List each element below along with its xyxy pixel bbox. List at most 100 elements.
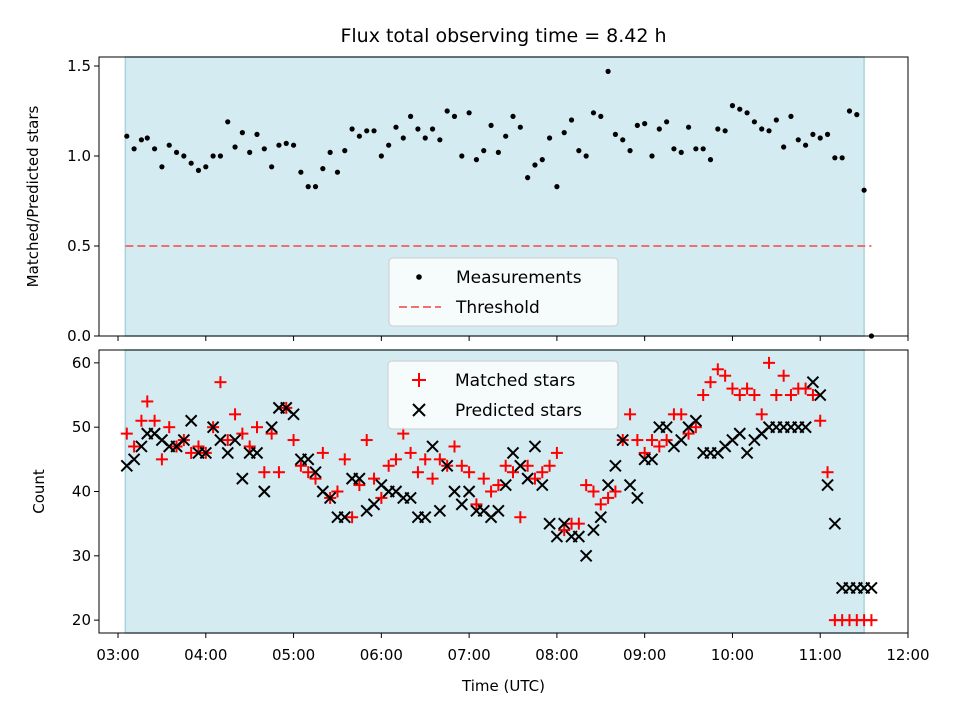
x-tick-label: 05:00 bbox=[272, 646, 315, 664]
matched-star-point bbox=[426, 472, 439, 485]
matched-star-point bbox=[806, 389, 819, 402]
matched-star-point bbox=[287, 434, 300, 447]
matched-star-point bbox=[653, 440, 666, 453]
legend-measurements-label: Measurements bbox=[456, 268, 582, 288]
matched-star-point bbox=[492, 479, 505, 492]
measurement-point bbox=[693, 146, 699, 152]
measurement-point bbox=[356, 133, 363, 139]
predicted-star-point bbox=[616, 433, 629, 447]
x-tick-label: 04:00 bbox=[184, 646, 227, 664]
predicted-star-point bbox=[645, 453, 659, 466]
predicted-star-point bbox=[660, 420, 673, 434]
matched-star-point bbox=[404, 446, 417, 459]
measurement-point bbox=[151, 146, 158, 152]
count-y-tick-label: 30 bbox=[72, 547, 91, 565]
measurement-point bbox=[247, 149, 253, 155]
predicted-star-point bbox=[177, 433, 191, 447]
measurement-point bbox=[159, 164, 165, 170]
predicted-star-point bbox=[558, 517, 571, 530]
matched-star-point bbox=[594, 498, 607, 511]
matched-star-point bbox=[419, 453, 432, 466]
measurement-point bbox=[124, 133, 130, 139]
measurement-point bbox=[554, 184, 560, 190]
matched-star-point bbox=[141, 395, 154, 408]
measurement-point bbox=[495, 149, 501, 155]
matched-star-point bbox=[294, 459, 307, 472]
measurement-point bbox=[386, 142, 392, 148]
predicted-star-point bbox=[499, 478, 512, 492]
measurement-point bbox=[737, 106, 743, 112]
matched-star-point bbox=[587, 485, 600, 498]
matched-star-point bbox=[755, 408, 768, 421]
predicted-star-point bbox=[258, 485, 271, 498]
measurement-point bbox=[481, 148, 487, 154]
predicted-star-point bbox=[733, 427, 746, 440]
matched-star-point bbox=[448, 440, 461, 453]
ratio-x-ticks bbox=[117, 336, 909, 341]
matched-star-point bbox=[660, 434, 673, 447]
measurement-point bbox=[232, 144, 238, 150]
measurement-point bbox=[305, 184, 311, 190]
x-tick-label: 03:00 bbox=[96, 646, 139, 664]
measurement-point bbox=[612, 131, 619, 137]
matched-star-point bbox=[389, 453, 402, 466]
predicted-star-point bbox=[536, 478, 549, 492]
matched-star-point bbox=[214, 376, 227, 389]
measurement-point bbox=[751, 119, 757, 125]
predicted-star-point bbox=[821, 478, 834, 492]
measurement-point bbox=[546, 135, 553, 141]
matched-star-point bbox=[865, 614, 878, 627]
measurement-point bbox=[188, 160, 194, 166]
measurement-point bbox=[802, 142, 809, 148]
ratio-y-tick-label: 1.0 bbox=[67, 147, 91, 165]
count-legend: Matched stars Predicted stars bbox=[387, 360, 619, 430]
predicted-star-point bbox=[528, 440, 542, 453]
predicted-star-point bbox=[543, 517, 556, 530]
ratio-legend: Measurements Threshold bbox=[388, 257, 619, 327]
measurement-point bbox=[364, 128, 370, 134]
measurement-point bbox=[195, 167, 202, 173]
measurement-point bbox=[817, 135, 823, 141]
predicted-star-point bbox=[221, 446, 234, 460]
predicted-star-point bbox=[594, 511, 607, 524]
measurement-point bbox=[451, 113, 458, 119]
x-tick-label: 08:00 bbox=[535, 646, 578, 664]
x-tick-label: 09:00 bbox=[623, 646, 666, 664]
measurement-point bbox=[342, 148, 348, 154]
measurement-point bbox=[138, 137, 145, 143]
predicted-star-point bbox=[265, 420, 278, 434]
predicted-star-point bbox=[287, 408, 300, 421]
matched-star-point bbox=[148, 414, 161, 427]
measurement-point bbox=[408, 113, 414, 119]
predicted-star-point bbox=[865, 581, 878, 595]
predicted-star-point bbox=[214, 433, 227, 447]
predicted-star-point bbox=[462, 485, 476, 498]
ratio-y-tick-label: 0.5 bbox=[67, 237, 91, 255]
measurement-point bbox=[788, 113, 794, 119]
measurement-point bbox=[744, 110, 750, 116]
matched-star-point bbox=[331, 485, 344, 498]
ratio-y-axis-label: Matched/Predicted stars bbox=[24, 106, 42, 288]
predicted-star-point bbox=[301, 453, 315, 466]
measurement-point bbox=[371, 128, 377, 134]
predicted-star-point bbox=[236, 472, 249, 485]
measurement-point bbox=[700, 146, 706, 152]
measurement-point bbox=[261, 146, 267, 152]
matched-star-point bbox=[711, 363, 724, 376]
matched-star-point bbox=[236, 427, 249, 440]
matched-star-point bbox=[485, 485, 498, 498]
measurement-point bbox=[131, 146, 137, 152]
predicted-star-point bbox=[135, 440, 148, 453]
matched-star-point bbox=[463, 466, 476, 479]
matched-star-point bbox=[397, 427, 410, 440]
predicted-star-point bbox=[206, 420, 220, 434]
measurement-point bbox=[664, 119, 670, 125]
matched-star-point bbox=[689, 421, 702, 434]
measurement-point bbox=[846, 108, 853, 114]
measurement-point bbox=[685, 124, 692, 130]
measurement-point bbox=[459, 153, 465, 159]
measurement-point bbox=[590, 110, 597, 116]
measurement-point bbox=[839, 155, 845, 161]
legend-predicted-marker bbox=[412, 403, 426, 417]
measurement-point bbox=[393, 124, 399, 130]
